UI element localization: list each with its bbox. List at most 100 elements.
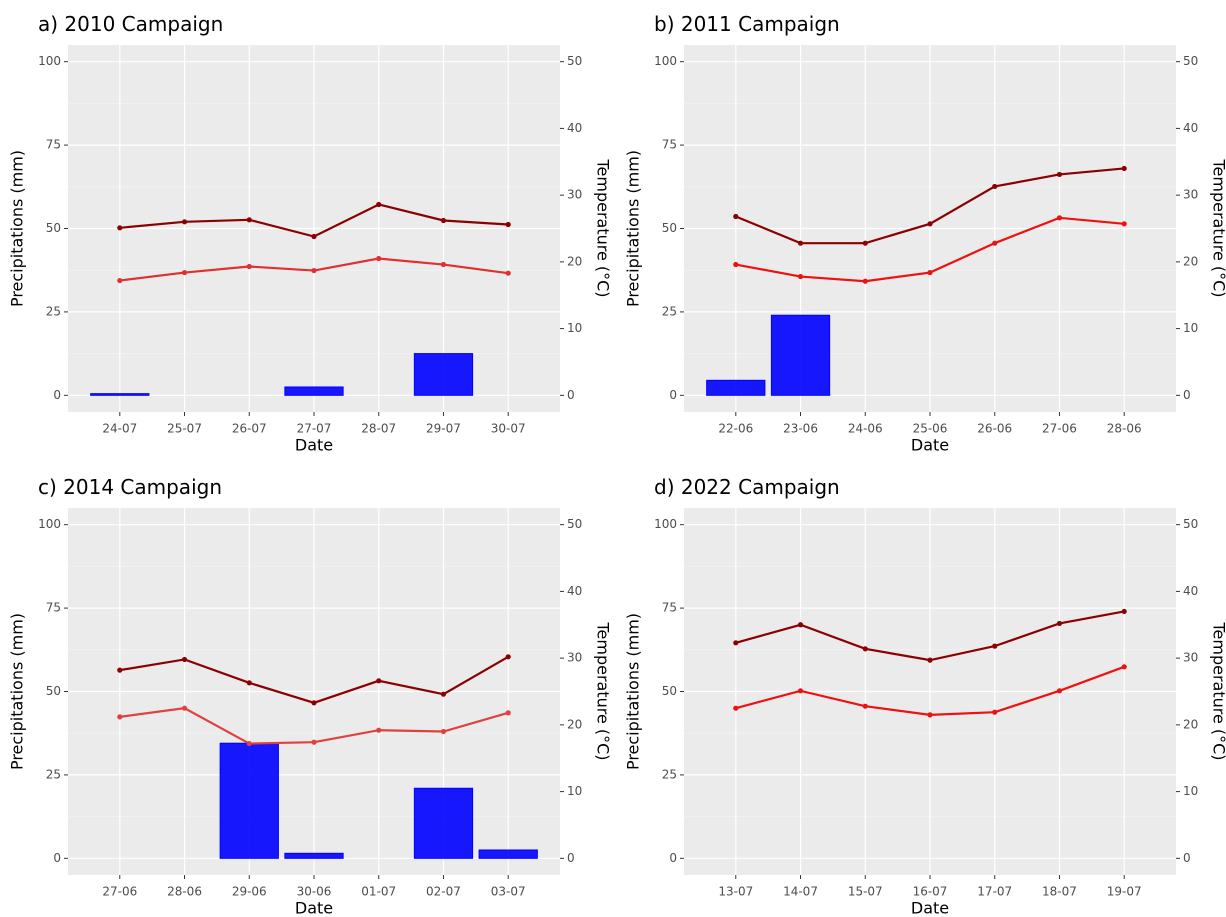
y2-tick-label: 30 bbox=[1183, 651, 1198, 665]
point bbox=[440, 691, 447, 697]
panel-title: b) 2011 Campaign bbox=[654, 12, 840, 36]
x-tick-label: 28-06 bbox=[167, 885, 202, 899]
y-axis-label: Precipitations (mm) bbox=[624, 150, 643, 307]
point bbox=[797, 240, 804, 246]
x-tick-label: 30-07 bbox=[491, 422, 526, 436]
x-axis-label: Date bbox=[295, 899, 333, 917]
point bbox=[505, 270, 511, 276]
point bbox=[862, 646, 868, 652]
point bbox=[797, 688, 804, 694]
point bbox=[927, 657, 933, 663]
x-tick-label: 28-07 bbox=[361, 422, 396, 436]
y2-tick-label: 10 bbox=[1183, 784, 1198, 798]
y2-tick-label: 40 bbox=[567, 121, 582, 135]
y2-tick-label: 20 bbox=[1183, 254, 1198, 268]
x-tick-label: 03-07 bbox=[491, 885, 526, 899]
x-tick-label: 24-06 bbox=[848, 422, 883, 436]
point bbox=[440, 728, 447, 735]
point bbox=[1056, 171, 1063, 178]
y-tick-label: 0 bbox=[669, 851, 677, 865]
panel-title: a) 2010 Campaign bbox=[38, 12, 223, 36]
x-tick-label: 24-07 bbox=[102, 422, 137, 436]
point bbox=[181, 219, 188, 225]
x-axis-label: Date bbox=[911, 899, 949, 917]
x-tick-label: 27-06 bbox=[102, 885, 137, 899]
y-tick-label: 50 bbox=[46, 221, 61, 235]
y-tick-label: 100 bbox=[654, 517, 677, 531]
bar bbox=[284, 852, 344, 859]
x-tick-label: 27-07 bbox=[297, 422, 332, 436]
y2-axis-label: Temperature (°C) bbox=[1210, 158, 1226, 297]
y-tick-label: 100 bbox=[654, 54, 677, 68]
y2-axis-label: Temperature (°C) bbox=[1210, 621, 1226, 760]
y-tick-label: 75 bbox=[662, 601, 677, 615]
x-tick-label: 14-07 bbox=[783, 885, 818, 899]
x-tick-label: 28-06 bbox=[1107, 422, 1142, 436]
y2-tick-label: 40 bbox=[1183, 121, 1198, 135]
x-tick-label: 26-06 bbox=[977, 422, 1012, 436]
x-tick-label: 27-06 bbox=[1042, 422, 1077, 436]
y2-tick-label: 50 bbox=[567, 517, 582, 531]
point bbox=[376, 255, 382, 262]
panel-title: c) 2014 Campaign bbox=[38, 475, 222, 499]
y2-tick-label: 10 bbox=[567, 784, 582, 798]
point bbox=[505, 654, 511, 660]
y-tick-label: 25 bbox=[46, 767, 61, 781]
point bbox=[440, 261, 447, 268]
y-tick-label: 0 bbox=[669, 388, 677, 402]
point bbox=[1056, 215, 1063, 221]
y2-tick-label: 30 bbox=[567, 651, 582, 665]
y-axis-label: Precipitations (mm) bbox=[624, 613, 643, 770]
x-tick-label: 25-07 bbox=[167, 422, 202, 436]
x-tick-label: 18-07 bbox=[1042, 885, 1077, 899]
point bbox=[1056, 688, 1063, 694]
y-tick-label: 75 bbox=[46, 138, 61, 152]
y2-axis-label: Temperature (°C) bbox=[594, 621, 613, 760]
y-tick-label: 100 bbox=[38, 517, 61, 531]
x-tick-label: 13-07 bbox=[718, 885, 753, 899]
point bbox=[862, 240, 868, 246]
y-tick-label: 50 bbox=[46, 684, 61, 698]
x-tick-label: 29-07 bbox=[426, 422, 461, 436]
x-tick-label: 19-07 bbox=[1107, 885, 1142, 899]
bar bbox=[478, 849, 538, 859]
point bbox=[733, 213, 739, 220]
point bbox=[733, 261, 739, 268]
point bbox=[117, 225, 123, 231]
y-tick-label: 25 bbox=[46, 304, 61, 318]
point bbox=[181, 705, 188, 711]
point bbox=[733, 640, 739, 646]
x-tick-label: 23-06 bbox=[783, 422, 818, 436]
point bbox=[311, 233, 317, 240]
point bbox=[733, 705, 739, 711]
bar bbox=[219, 742, 279, 859]
y-tick-label: 75 bbox=[46, 601, 61, 615]
point bbox=[246, 680, 252, 686]
x-axis-label: Date bbox=[911, 436, 949, 455]
point bbox=[992, 240, 998, 246]
y-tick-label: 50 bbox=[662, 221, 677, 235]
y-tick-label: 0 bbox=[53, 388, 61, 402]
x-tick-label: 25-06 bbox=[913, 422, 948, 436]
point bbox=[181, 656, 188, 663]
point bbox=[246, 217, 252, 223]
y-tick-label: 75 bbox=[662, 138, 677, 152]
point bbox=[117, 667, 123, 673]
y-tick-label: 0 bbox=[53, 851, 61, 865]
point bbox=[311, 739, 317, 745]
bar bbox=[284, 386, 344, 396]
y2-tick-label: 50 bbox=[1183, 54, 1198, 68]
point bbox=[376, 201, 382, 208]
x-tick-label: 26-07 bbox=[232, 422, 267, 436]
y2-tick-label: 0 bbox=[1183, 851, 1191, 865]
panel-title: d) 2022 Campaign bbox=[654, 475, 840, 499]
y-tick-label: 100 bbox=[38, 54, 61, 68]
x-tick-label: 02-07 bbox=[426, 885, 461, 899]
y2-tick-label: 30 bbox=[1183, 188, 1198, 202]
point bbox=[376, 727, 382, 733]
point bbox=[246, 740, 252, 747]
point bbox=[992, 643, 998, 649]
point bbox=[1056, 620, 1063, 627]
point bbox=[117, 714, 123, 720]
